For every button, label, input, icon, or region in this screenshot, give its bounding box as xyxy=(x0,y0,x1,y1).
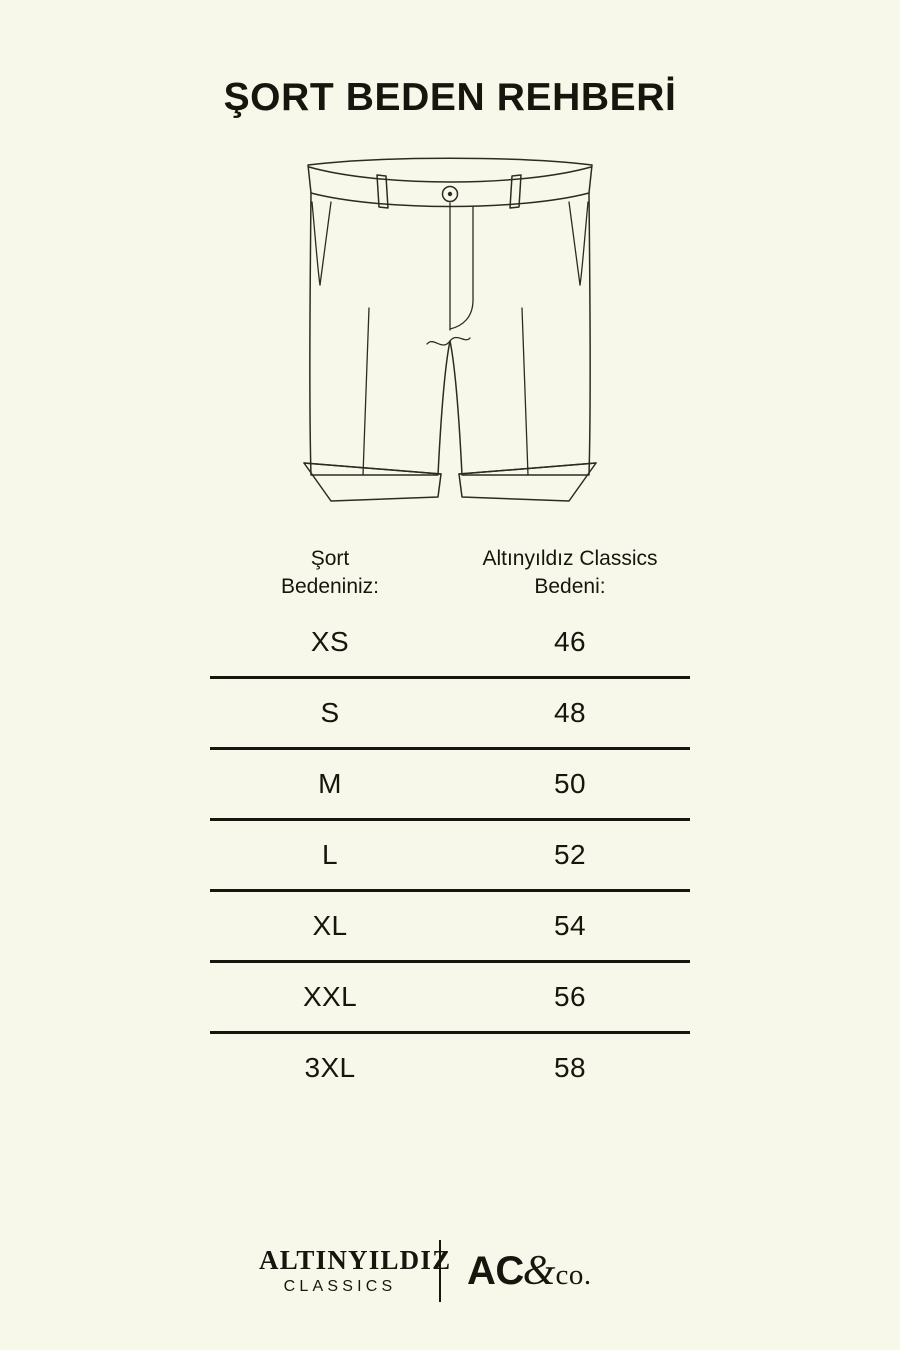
size-table-body: XS 46 S 48 M 50 L 52 XL 54 XXL 56 xyxy=(210,608,690,1102)
ampersand-glyph: & xyxy=(522,1248,556,1294)
shorts-body-outline xyxy=(307,157,593,476)
crotch-stitch xyxy=(426,336,471,346)
footer-branding: ALTINYILDIZ CLASSICS AC & co. xyxy=(0,1240,900,1302)
crease-left xyxy=(362,307,370,476)
page-title: ŞORT BEDEN REHBERİ xyxy=(223,76,677,119)
cell-brand-size: 54 xyxy=(450,890,690,964)
altinyildiz-classics-logo: ALTINYILDIZ CLASSICS xyxy=(259,1245,452,1295)
ac-and-co-logo: AC & co. xyxy=(441,1250,641,1292)
cell-size: S xyxy=(210,677,450,751)
cell-size: XS xyxy=(210,608,450,680)
fly-curve xyxy=(449,206,474,330)
column-header-brand-size: Altınyıldız Classics Bedeni: xyxy=(450,545,690,608)
cell-brand-size: 52 xyxy=(450,819,690,893)
waistband xyxy=(308,166,592,183)
waist-button-ring xyxy=(441,185,459,203)
table-row: XXL 56 xyxy=(210,961,690,1035)
column-header-your-size: Şort Bedeniniz: xyxy=(210,545,450,608)
table-row: XL 54 xyxy=(210,890,690,964)
co-wordmark: co. xyxy=(555,1259,592,1291)
crease-right xyxy=(521,307,529,476)
cell-brand-size: 46 xyxy=(450,608,690,680)
cell-size: XXL xyxy=(210,961,450,1035)
cell-brand-size: 58 xyxy=(554,1052,586,1084)
table-row: XS 46 xyxy=(210,608,690,680)
cell-brand-size: 50 xyxy=(450,748,690,822)
column-header-your-size-line1: Şort xyxy=(310,547,350,570)
table-row: M 50 xyxy=(210,748,690,822)
column-header-your-size-line2: Bedeniniz: xyxy=(280,574,380,598)
cuff-right-top xyxy=(458,462,597,475)
table-row: 3XL 58 xyxy=(210,1033,690,1103)
footer-vertical-divider xyxy=(439,1240,441,1302)
cell-brand-size: 56 xyxy=(450,961,690,1035)
table-row: S 48 xyxy=(210,677,690,751)
cell-size: 3XL xyxy=(304,1052,356,1084)
table-row: L 52 xyxy=(210,819,690,893)
slant-pocket-right-seam xyxy=(579,201,589,286)
size-conversion-table: Şort Bedeniniz: Altınyıldız Classics Bed… xyxy=(210,545,690,1102)
cuff-left-top xyxy=(303,462,442,475)
cell-brand-size: 48 xyxy=(450,677,690,751)
slant-pocket-left-seam xyxy=(311,201,321,286)
slant-pocket-right xyxy=(568,201,581,286)
altinyildiz-wordmark: ALTINYILDIZ xyxy=(259,1245,452,1275)
belt-loop-right xyxy=(509,174,522,209)
belt-loop-left xyxy=(376,174,389,209)
cell-size: L xyxy=(210,819,450,893)
cell-size: XL xyxy=(210,890,450,964)
waist-button-center xyxy=(447,191,453,197)
slant-pocket-left xyxy=(319,201,332,286)
classics-wordmark: CLASSICS xyxy=(283,1278,397,1295)
column-header-brand-size-line2: Bedeni: xyxy=(534,574,606,598)
ac-wordmark: AC xyxy=(467,1249,524,1293)
cell-size: M xyxy=(210,748,450,822)
column-header-brand-size-line1: Altınyıldız Classics xyxy=(482,547,658,570)
table-header-row: Şort Bedeniniz: Altınyıldız Classics Bed… xyxy=(210,545,690,608)
shorts-illustration xyxy=(290,145,610,515)
